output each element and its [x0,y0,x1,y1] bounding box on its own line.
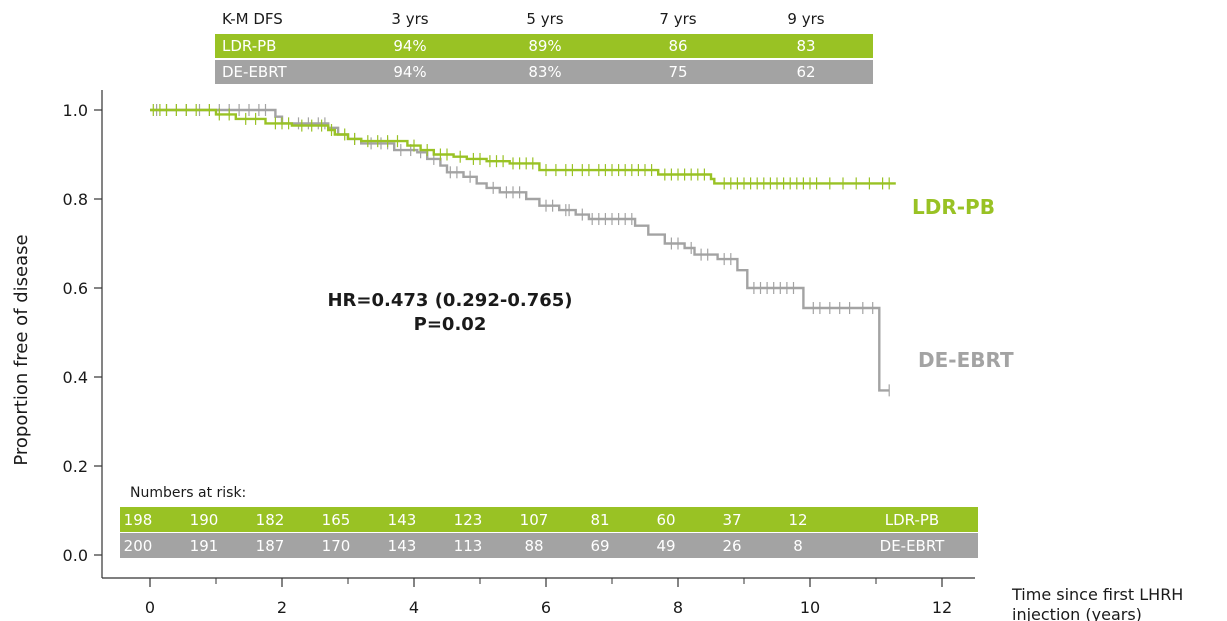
risk-table-cell: 191 [190,537,219,555]
dfs-table-row-bg [215,34,873,58]
x-tick-label: 10 [800,598,820,617]
y-tick-label: 1.0 [63,101,88,120]
risk-table-cell: 113 [454,537,483,555]
risk-table-cell: 26 [722,537,741,555]
dfs-table-header-col: 5 yrs [526,10,563,28]
dfs-table-cell: 94% [393,63,426,81]
x-axis-label: Time since first LHRH [1011,585,1183,604]
risk-table-row-bg [120,533,978,558]
risk-table-cell: 107 [520,511,549,529]
y-tick-label: 0.8 [63,190,88,209]
x-tick-label: 6 [541,598,551,617]
x-tick-label: 2 [277,598,287,617]
series-label-de-ebrt: DE-EBRT [918,348,1014,372]
hr-annotation: HR=0.473 (0.292-0.765) [327,290,572,311]
dfs-table-cell: 94% [393,37,426,55]
dfs-table-cell: 62 [796,63,815,81]
risk-table-cell: 12 [788,511,807,529]
risk-table-cell: 143 [388,537,417,555]
risk-table-cell: 60 [656,511,675,529]
risk-table-cell: 198 [124,511,153,529]
risk-table-cell: 143 [388,511,417,529]
x-tick-label: 4 [409,598,419,617]
risk-table-row-label: LDR-PB [885,511,939,529]
dfs-table-cell: 83% [528,63,561,81]
risk-table-cell: 123 [454,511,483,529]
y-axis-label: Proportion free of disease [11,234,32,465]
dfs-table-cell: 86 [668,37,687,55]
risk-table-cell: 200 [124,537,153,555]
risk-table-cell: 81 [590,511,609,529]
risk-table-cell: 88 [524,537,543,555]
dfs-table-row-bg [215,60,873,84]
x-tick-label: 0 [145,598,155,617]
dfs-table-header-col: 3 yrs [391,10,428,28]
risk-table-cell: 165 [322,511,351,529]
series-line-de-ebrt [150,108,890,392]
risk-table-cell: 37 [722,511,741,529]
risk-table-cell: 187 [256,537,285,555]
dfs-table-row-label: DE-EBRT [222,63,288,81]
dfs-table-header-col: 9 yrs [787,10,824,28]
series-line-ldr-pb [150,108,896,185]
risk-table-title: Numbers at risk: [130,485,246,501]
y-tick-label: 0.0 [63,546,88,565]
p-value-annotation: P=0.02 [414,314,487,335]
x-tick-label: 8 [673,598,683,617]
risk-table-cell: 170 [322,537,351,555]
risk-table-cell: 49 [656,537,675,555]
risk-table-cell: 8 [793,537,803,555]
risk-table-cell: 182 [256,511,285,529]
dfs-table-cell: 75 [668,63,687,81]
y-tick-label: 0.2 [63,457,88,476]
x-axis-label: injection (years) [1012,605,1142,621]
y-tick-label: 0.4 [63,368,88,387]
y-tick-label: 0.6 [63,279,88,298]
dfs-table-header-label: K-M DFS [222,10,283,28]
dfs-table-cell: 83 [796,37,815,55]
risk-table-row-label: DE-EBRT [880,537,946,555]
risk-table-cell: 69 [590,537,609,555]
dfs-table-row-label: LDR-PB [222,37,276,55]
dfs-table-header-col: 7 yrs [659,10,696,28]
dfs-table-cell: 89% [528,37,561,55]
risk-table-row-bg [120,507,978,532]
risk-table-cell: 190 [190,511,219,529]
series-label-ldr-pb: LDR-PB [912,195,995,219]
x-tick-label: 12 [932,598,952,617]
